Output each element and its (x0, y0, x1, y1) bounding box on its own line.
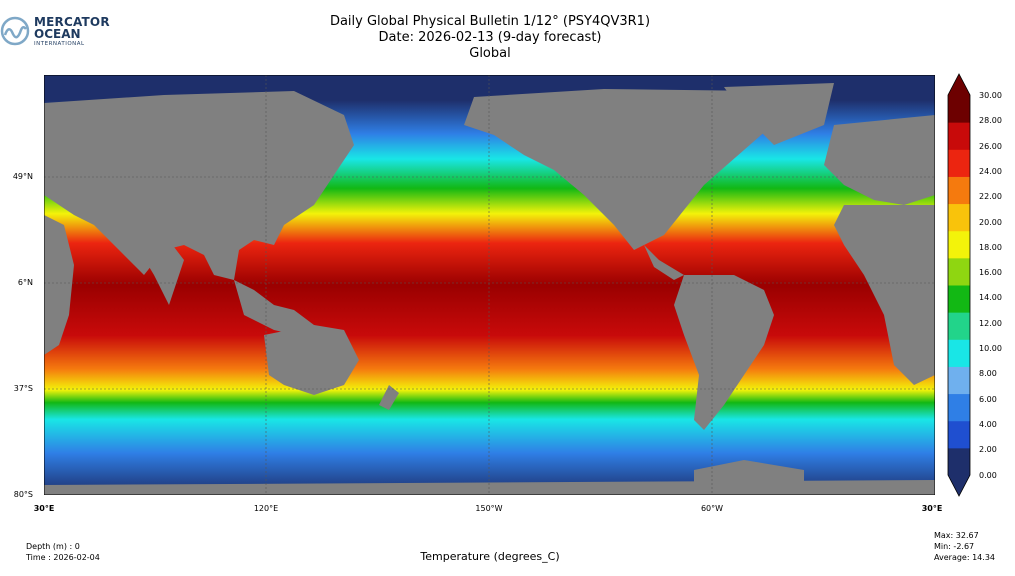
land-new-zealand (379, 385, 399, 410)
map-title: Daily Global Physical Bulletin 1/12° (PS… (290, 14, 690, 62)
mercator-wave-icon (0, 16, 30, 46)
lat-label-37s: 37°S (13, 384, 33, 393)
colorbar-tick-label: 6.00 (979, 394, 997, 404)
colorbar-band (948, 393, 970, 422)
land-greenland (724, 83, 834, 145)
colorbar-band (948, 122, 970, 150)
logo-text-ocean: OCEAN (34, 27, 81, 41)
land-africa-east (44, 215, 74, 355)
colorbar-tick-label: 12.00 (979, 318, 1002, 328)
colorbar-outline (947, 73, 971, 497)
max-text: Max: 32.67 (934, 531, 979, 540)
temperature-colorbar (947, 73, 971, 497)
time-text: Time : 2026-02-04 (26, 553, 100, 562)
lon-label-30e-left: 30°E (33, 504, 55, 513)
colorbar-tick-label: 26.00 (979, 141, 1002, 151)
colorbar-band (948, 95, 970, 123)
land-central-america (644, 245, 684, 280)
colorbar-tick-label: 28.00 (979, 116, 1002, 126)
land-south-america (674, 275, 774, 430)
land-asia (44, 91, 354, 280)
lat-label-49n: 49°N (12, 172, 33, 181)
land-europe (824, 115, 935, 205)
colorbar-bottom-arrow (948, 475, 970, 496)
colorbar-tick-label: 4.00 (979, 419, 997, 429)
colorbar-band (948, 312, 970, 340)
average-text: Average: 14.34 (934, 553, 995, 562)
lat-label-6n: 6°N (17, 278, 33, 287)
land-indonesia (234, 280, 334, 337)
colorbar-band (948, 203, 970, 232)
variable-label: Temperature (degrees_C) (420, 550, 560, 563)
colorbar-tick-label: 8.00 (979, 369, 997, 379)
colorbar-tick-label: 18.00 (979, 242, 1002, 252)
footer-left: Depth (m) : 0 Time : 2026-02-04 (26, 541, 100, 563)
land-australia (264, 325, 359, 395)
lon-label-60w: 60°W (700, 504, 724, 513)
land-africa (834, 205, 935, 385)
colorbar-tick-label: 14.00 (979, 293, 1002, 303)
colorbar-band (948, 176, 970, 205)
lon-label-30e-right: 30°E (921, 504, 943, 513)
colorbar-top-arrow (948, 74, 970, 95)
logo-text-international: INTERNATIONAL (34, 41, 85, 47)
min-text: Min: -2.67 (934, 542, 975, 551)
colorbar-tick-label: 10.00 (979, 344, 1002, 353)
colorbar-band (948, 257, 970, 286)
title-line-2: Date: 2026-02-13 (9-day forecast) (378, 30, 602, 45)
colorbar-band (948, 285, 970, 313)
graticule (44, 75, 935, 495)
colorbar-tick-label: 22.00 (979, 192, 1002, 202)
sea-temperature-map[interactable] (44, 75, 935, 495)
lon-label-120e: 120°E (253, 504, 279, 513)
depth-text: Depth (m) : 0 (26, 542, 80, 551)
colorbar-band (948, 230, 970, 259)
colorbar-bands (948, 95, 970, 476)
footer-stats: Max: 32.67 Min: -2.67 Average: 14.34 (934, 530, 995, 563)
title-line-3: Global (469, 46, 511, 61)
lat-label-80s: 80°S (13, 490, 33, 499)
title-line-1: Daily Global Physical Bulletin 1/12° (PS… (329, 14, 651, 29)
colorbar-band (948, 366, 970, 395)
colorbar-tick-label: 2.00 (979, 445, 997, 455)
land-antarctic-peninsula (694, 460, 804, 495)
colorbar-tick-label: 30.00 (979, 91, 1002, 100)
logo-text-mercator: MERCATOR (34, 15, 110, 29)
land-india (139, 247, 184, 305)
colorbar-tick-label: 20.00 (979, 217, 1002, 227)
land-north-america (464, 89, 784, 250)
colorbar-band (948, 339, 970, 367)
colorbar-tick-label: 24.00 (979, 166, 1002, 176)
colorbar-tick-label: 0.00 (979, 470, 997, 480)
lon-label-150w: 150°W (475, 504, 503, 513)
colorbar-band (948, 447, 970, 476)
colorbar-band (948, 149, 970, 177)
mercator-ocean-logo: MERCATOR OCEAN INTERNATIONAL (0, 12, 110, 52)
colorbar-tick-label: 16.00 (979, 268, 1002, 278)
colorbar-band (948, 420, 970, 449)
